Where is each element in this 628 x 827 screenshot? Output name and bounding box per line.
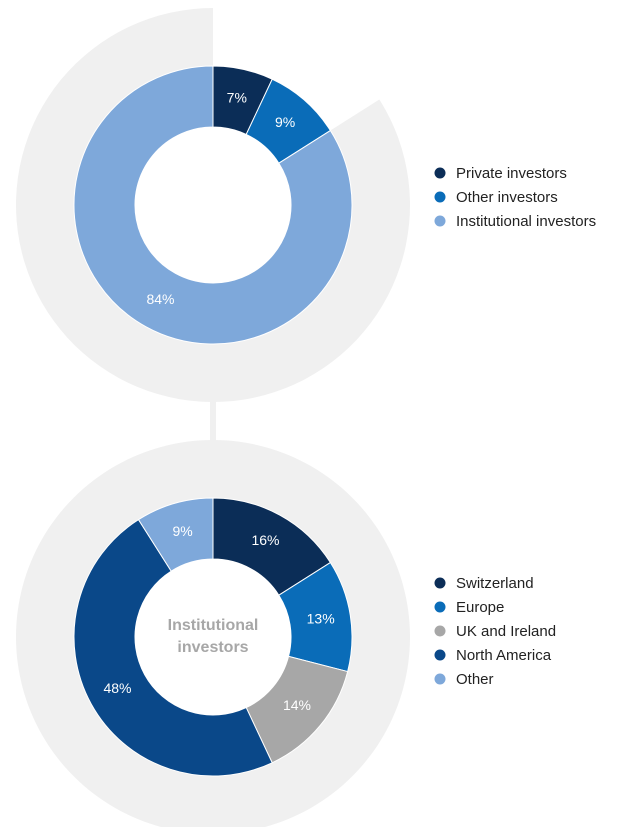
slice-label: 9% xyxy=(172,523,192,539)
slice-label: 84% xyxy=(146,291,174,307)
legend-label: Europe xyxy=(456,599,504,616)
legend-swatch xyxy=(434,215,446,227)
legend-label: Other investors xyxy=(456,189,558,206)
slice-label: 16% xyxy=(251,532,279,548)
legend-swatch xyxy=(434,191,446,203)
slice-label: 9% xyxy=(275,114,295,130)
legend-label: Other xyxy=(456,671,494,688)
legend-swatch xyxy=(434,649,446,661)
legend-label: Private investors xyxy=(456,165,567,182)
slice xyxy=(137,497,214,572)
legend-swatch xyxy=(434,577,446,589)
slice xyxy=(73,65,353,345)
legend-label: UK and Ireland xyxy=(456,623,556,640)
legend-swatch xyxy=(434,625,446,637)
slice-label: 13% xyxy=(307,611,335,627)
legend-swatch xyxy=(434,167,446,179)
legend-label: Institutional investors xyxy=(456,213,596,230)
legend-label: North America xyxy=(456,647,552,664)
background-ring xyxy=(16,440,410,827)
slice-label: 14% xyxy=(283,697,311,713)
legend-label: Switzerland xyxy=(456,575,534,592)
slice-label: 48% xyxy=(103,680,131,696)
legend-swatch xyxy=(434,601,446,613)
slice-label: 7% xyxy=(227,89,247,105)
legend-swatch xyxy=(434,673,446,685)
center-label: Institutional investors xyxy=(167,617,259,656)
slice xyxy=(73,518,273,777)
